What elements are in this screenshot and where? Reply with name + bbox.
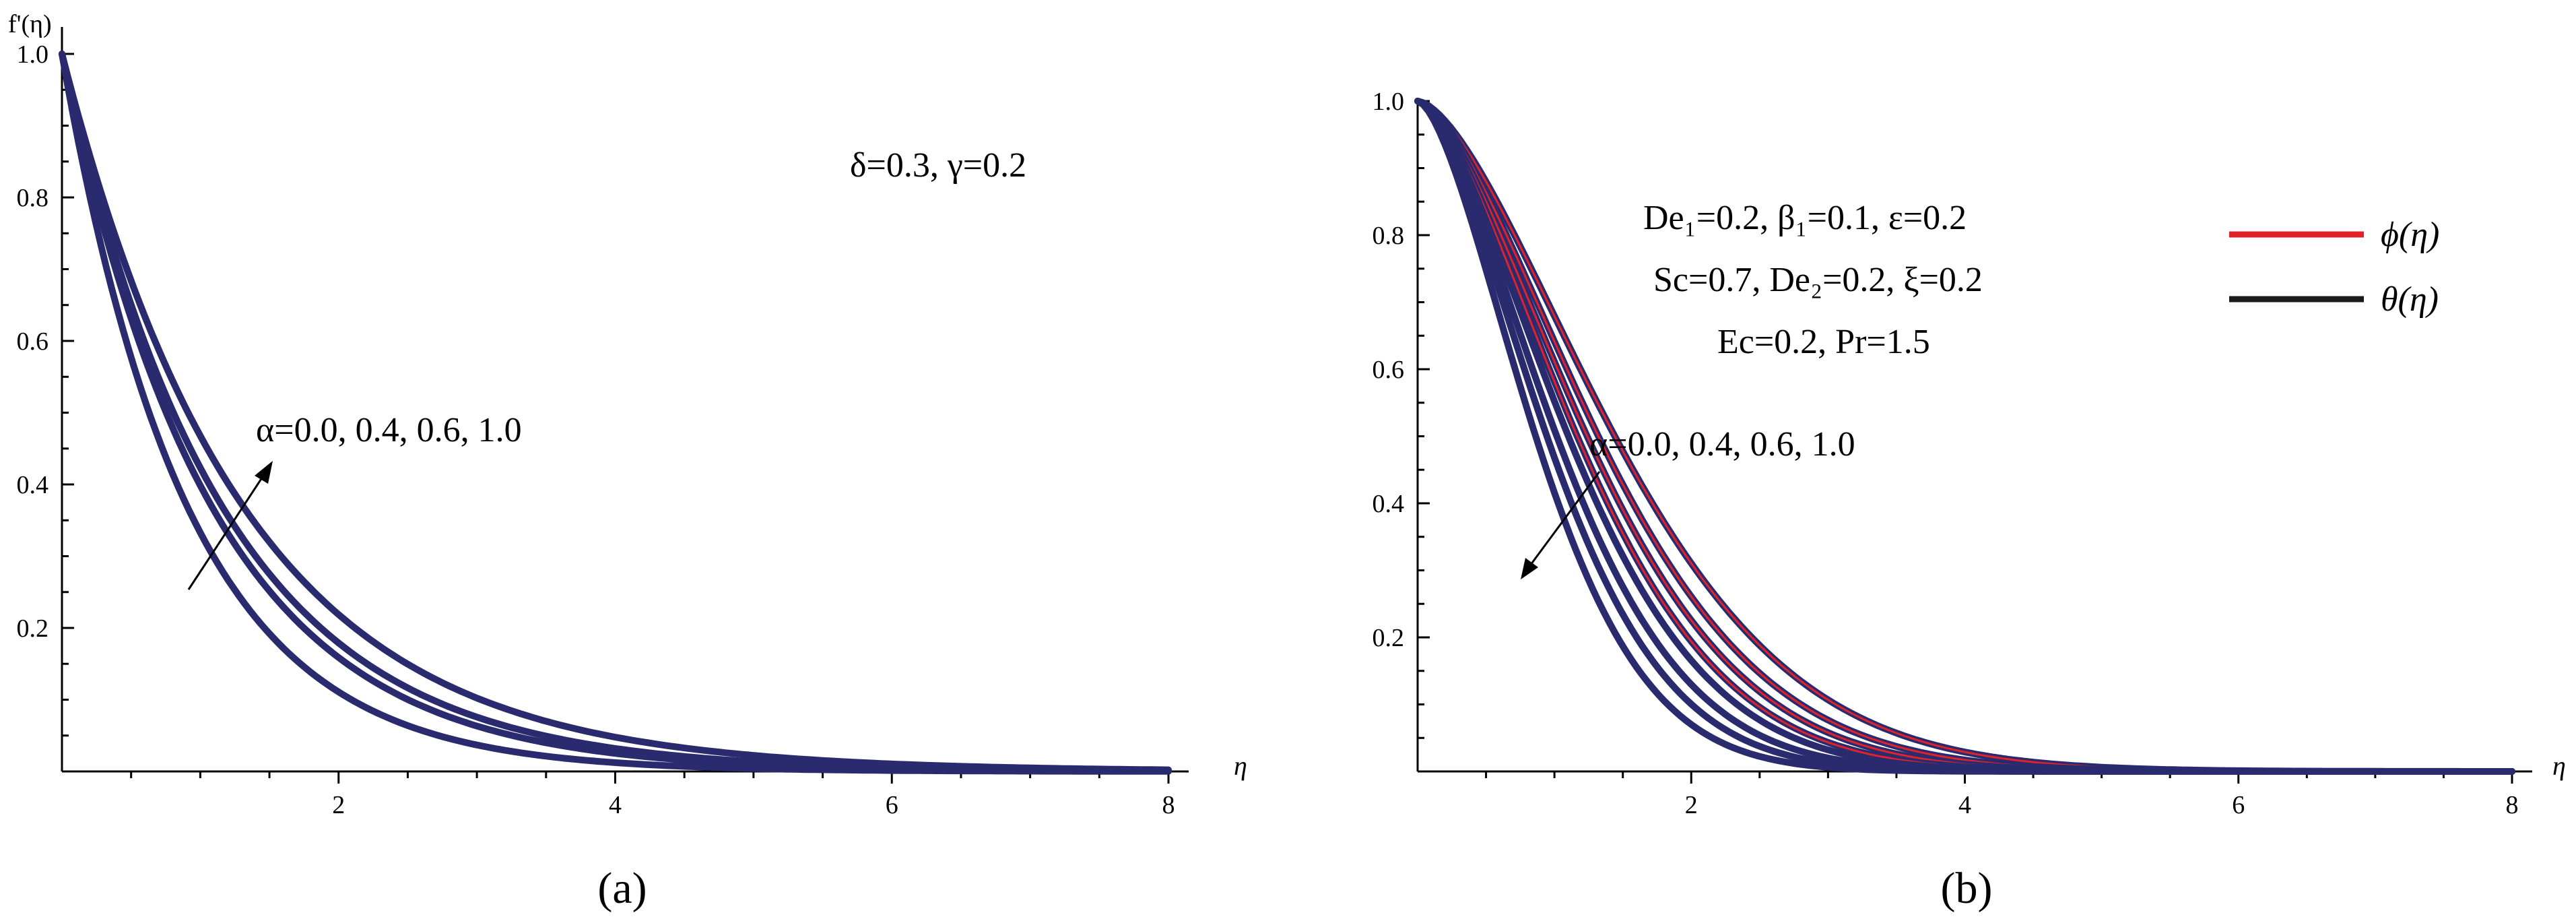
- alpha-annotation-a: α=0.0, 0.4, 0.6, 1.0: [256, 411, 522, 449]
- y-tick-label: 0.4: [1373, 490, 1405, 518]
- chart-panel-b: η 2 4 6 8 0.2 0.4 0.6 0.8 1.0 De₁=0.2, β₁=0.1, ε…: [1373, 88, 2566, 913]
- x-tick-label: 6: [2232, 791, 2245, 819]
- legend-label-theta: θ(η): [2381, 280, 2439, 319]
- param-line-1-b: De₁=0.2, β₁=0.1, ε=0.2: [1643, 199, 1967, 237]
- y-tick-label: 0.6: [17, 327, 49, 356]
- ticks-b: 2 4 6 8 0.2 0.4 0.6 0.8 1.0: [1373, 88, 2519, 819]
- x-tick-label: 2: [332, 791, 345, 819]
- arrow-a: [187, 461, 273, 590]
- legend-b: ϕ(η) θ(η): [2229, 216, 2439, 319]
- y-tick-label: 0.8: [17, 184, 49, 212]
- param-line-2-b: Sc=0.7, De₂=0.2, ξ=0.2: [1653, 261, 1983, 299]
- y-tick-label: 0.6: [1373, 356, 1405, 384]
- y-tick-label: 0.8: [1373, 222, 1405, 250]
- x-tick-label: 8: [2506, 791, 2519, 819]
- legend-label-phi: ϕ(η): [2381, 216, 2439, 254]
- x-tick-label: 2: [1685, 791, 1698, 819]
- y-tick-label: 0.4: [17, 471, 49, 499]
- panel-label-b: (b): [1941, 864, 1993, 913]
- chart-panel-a: f'(η) η 2 4 6 8 0.2 0.4 0.6 0.8 1.0 δ=0.3, γ=0.2…: [8, 10, 1247, 913]
- x-axis-label-a: η: [1234, 751, 1247, 781]
- arrow-b: [1521, 471, 1601, 579]
- panel-label-a: (a): [597, 864, 647, 913]
- y-tick-label: 0.2: [17, 614, 49, 643]
- series-line: [59, 51, 1172, 773]
- y-tick-label: 0.2: [1373, 624, 1405, 652]
- series-line: [1414, 98, 2515, 775]
- y-tick-label: 1.0: [1373, 88, 1405, 116]
- param-line-3-b: Ec=0.2, Pr=1.5: [1717, 323, 1930, 361]
- y-tick-label: 1.0: [17, 40, 49, 69]
- x-tick-label: 4: [1958, 791, 1971, 819]
- curves-a: [59, 51, 1172, 775]
- x-tick-label: 6: [886, 791, 898, 819]
- ticks-a: 2 4 6 8 0.2 0.4 0.6 0.8 1.0: [17, 40, 1175, 819]
- x-tick-label: 4: [609, 791, 622, 819]
- curves-b: [1414, 98, 2515, 775]
- x-tick-label: 8: [1162, 791, 1175, 819]
- alpha-annotation-b: α=0.0, 0.4, 0.6, 1.0: [1589, 425, 1855, 464]
- params-annotation-a: δ=0.3, γ=0.2: [850, 146, 1026, 185]
- x-axis-label-b: η: [2552, 751, 2566, 781]
- y-axis-label-a: f'(η): [8, 10, 52, 38]
